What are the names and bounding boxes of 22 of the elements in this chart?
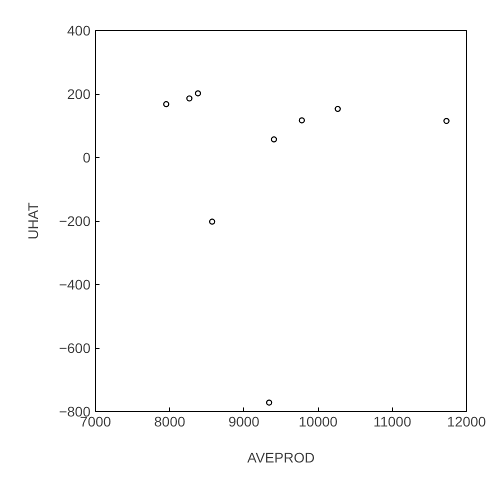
x-tick-label: 11000 — [373, 414, 412, 430]
x-tick-label: 8000 — [154, 414, 186, 430]
x-tick-label: 10000 — [298, 414, 338, 430]
point — [209, 218, 216, 225]
x-tick-label: 12000 — [447, 414, 486, 430]
y-tick-label: 0 — [82, 150, 91, 166]
x-axis-title: AVEPROD — [247, 450, 315, 466]
y-axis-title: UHAT — [24, 202, 41, 240]
point — [443, 118, 450, 124]
point — [334, 106, 341, 112]
y-tick-label: −400 — [58, 276, 91, 292]
x-tick-label: 9000 — [228, 414, 260, 430]
y-tick-label: −600 — [58, 340, 91, 356]
point — [194, 90, 202, 96]
y-tick-label: −200 — [58, 213, 91, 229]
point — [186, 95, 192, 102]
point — [270, 136, 278, 142]
point — [163, 101, 170, 108]
y-tick-label: 400 — [67, 22, 91, 38]
point — [298, 117, 305, 124]
point — [266, 400, 272, 406]
y-tick-label: 200 — [67, 86, 91, 102]
